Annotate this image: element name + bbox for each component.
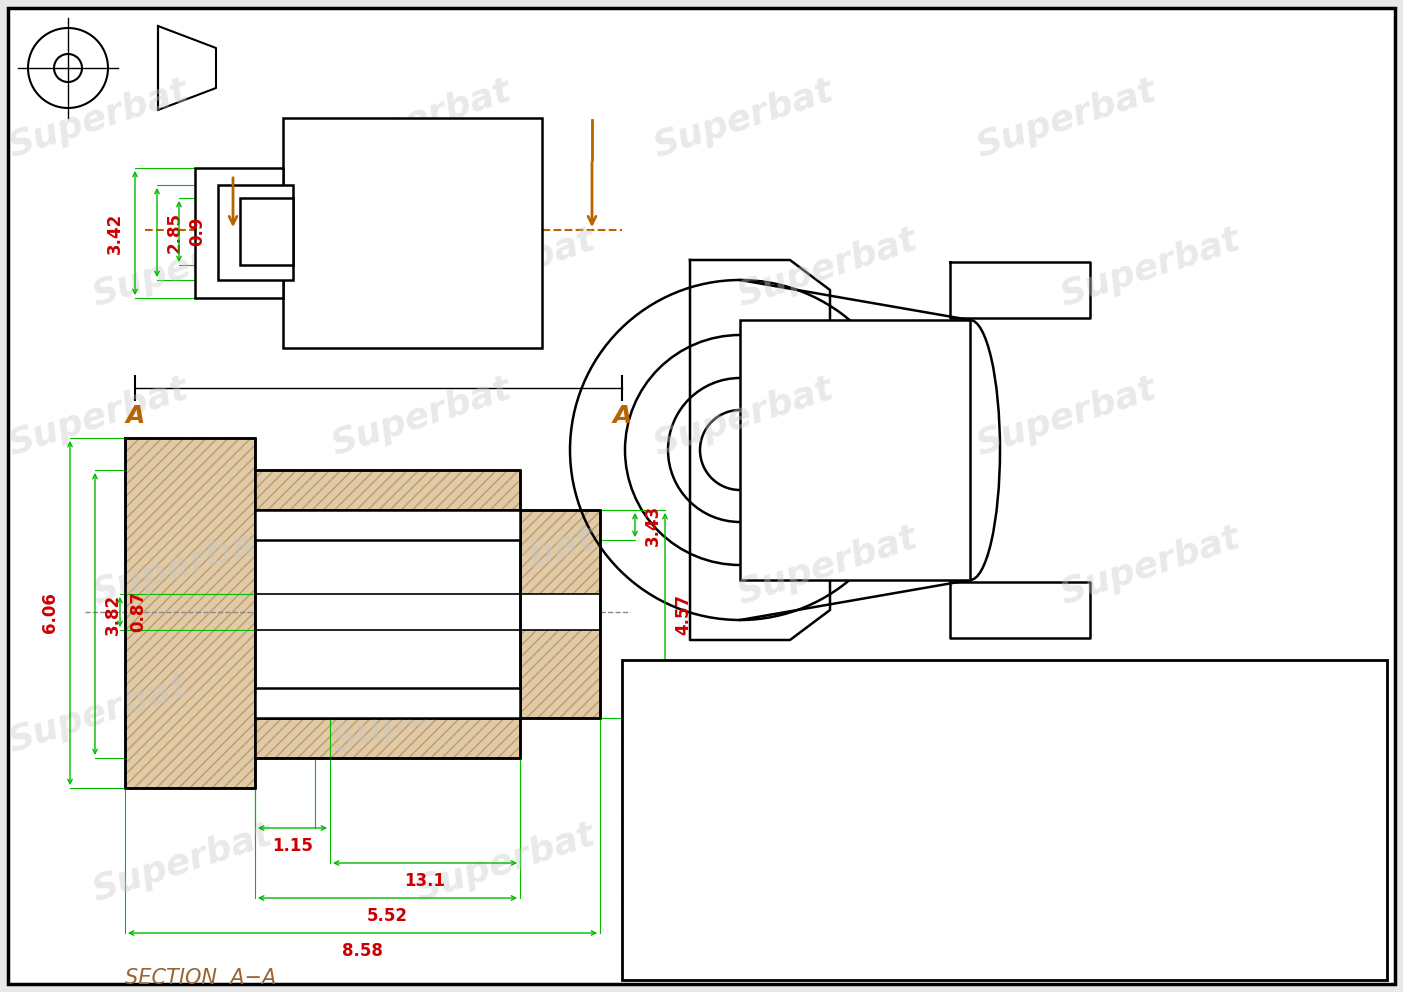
Text: 0.9: 0.9 (188, 216, 206, 246)
Text: Superbat: Superbat (650, 371, 838, 462)
Text: Superbat: Superbat (1056, 520, 1244, 611)
Text: TEL: TEL (1019, 852, 1044, 867)
Text: 5.52: 5.52 (368, 907, 408, 925)
Bar (217, 185, 293, 280)
Bar (255, 718, 521, 758)
Text: Superbat: Superbat (88, 222, 276, 313)
Text: Drawing: Drawing (1177, 852, 1237, 867)
Text: Superbat: Superbat (972, 73, 1160, 165)
Text: Superbat: Superbat (650, 669, 838, 760)
Text: SECTION  A−A: SECTION A−A (125, 968, 276, 988)
Text: 1.15: 1.15 (272, 837, 313, 855)
Text: Superbat: Superbat (327, 669, 515, 760)
Text: Scale 1:1: Scale 1:1 (824, 692, 898, 707)
Text: Page1: Page1 (1258, 923, 1303, 937)
Text: Superbat: Superbat (411, 817, 599, 909)
Text: Superbat: Superbat (972, 371, 1160, 462)
Text: Qinxianfeng: Qinxianfeng (1257, 852, 1347, 867)
Text: 3.42: 3.42 (107, 212, 123, 254)
Bar (622, 660, 1388, 980)
Text: 13.1: 13.1 (404, 872, 446, 890)
Text: 2.85: 2.85 (166, 212, 184, 253)
Text: Superbat: Superbat (4, 73, 192, 165)
Text: Superbat: Superbat (972, 669, 1160, 760)
Bar (521, 510, 600, 718)
Text: Superbat: Superbat (4, 669, 192, 760)
Text: Company Website: www.rfsupplier.com: Company Website: www.rfsupplier.com (673, 852, 960, 867)
Bar (195, 168, 283, 298)
Text: Superbat: Superbat (734, 520, 922, 611)
Text: Amodule cable: Amodule cable (1152, 923, 1261, 937)
Bar (255, 718, 521, 758)
Bar (255, 510, 521, 540)
Bar (255, 540, 521, 688)
Bar (125, 438, 255, 788)
Text: Superbat: Superbat (88, 817, 276, 909)
Text: Superbat: Superbat (1056, 817, 1244, 909)
Bar (255, 594, 600, 630)
Text: Date2012/03/04: Date2012/03/04 (1021, 692, 1150, 707)
Bar (240, 198, 293, 265)
Bar (255, 510, 521, 718)
Bar (255, 470, 521, 510)
Text: A: A (125, 404, 145, 428)
Text: Shenzhen Superbat Electronics Co.,Ltd: Shenzhen Superbat Electronics Co.,Ltd (798, 923, 1082, 937)
Text: Superbat: Superbat (734, 222, 922, 313)
Text: Open up
1/1: Open up 1/1 (1309, 916, 1367, 944)
Bar (739, 320, 969, 580)
Text: 86139238094.71: 86139238094.71 (1044, 852, 1170, 867)
Text: Verify: Verify (741, 692, 787, 707)
Text: A: A (612, 404, 631, 428)
Bar (283, 118, 542, 348)
Text: Superbat: Superbat (411, 520, 599, 611)
Text: Draw up: Draw up (636, 692, 703, 707)
Text: Superbat: Superbat (327, 371, 515, 462)
Bar (255, 470, 521, 510)
Text: Email:Paypal@rfsupplier.com: Email:Paypal@rfsupplier.com (699, 773, 933, 788)
Text: M03-SJEDM-11BS02: M03-SJEDM-11BS02 (1113, 773, 1291, 788)
Bar (255, 510, 521, 540)
Text: 3.82: 3.82 (104, 593, 122, 635)
Text: Superbat: Superbat (734, 817, 922, 909)
Bar (125, 438, 255, 788)
Bar (255, 688, 521, 718)
Text: Superbat: Superbat (4, 371, 192, 462)
Text: Superbat: Superbat (1056, 222, 1244, 313)
Text: Superbat: Superbat (411, 222, 599, 313)
Text: XTAR: XTAR (651, 931, 687, 944)
Text: Superbat: Superbat (650, 73, 838, 165)
Bar (521, 510, 600, 718)
Text: Superbat: Superbat (327, 73, 515, 165)
Text: 0.87: 0.87 (129, 591, 147, 633)
Text: 8.58: 8.58 (342, 942, 383, 960)
Text: Unit:MM: Unit:MM (1270, 692, 1334, 707)
Text: 4.57: 4.57 (673, 593, 692, 635)
Text: Superbat: Superbat (88, 520, 276, 611)
Text: 3.43: 3.43 (644, 504, 662, 546)
Bar (255, 688, 521, 718)
Text: Filename: Filename (923, 692, 996, 707)
Text: 6.06: 6.06 (41, 592, 59, 634)
